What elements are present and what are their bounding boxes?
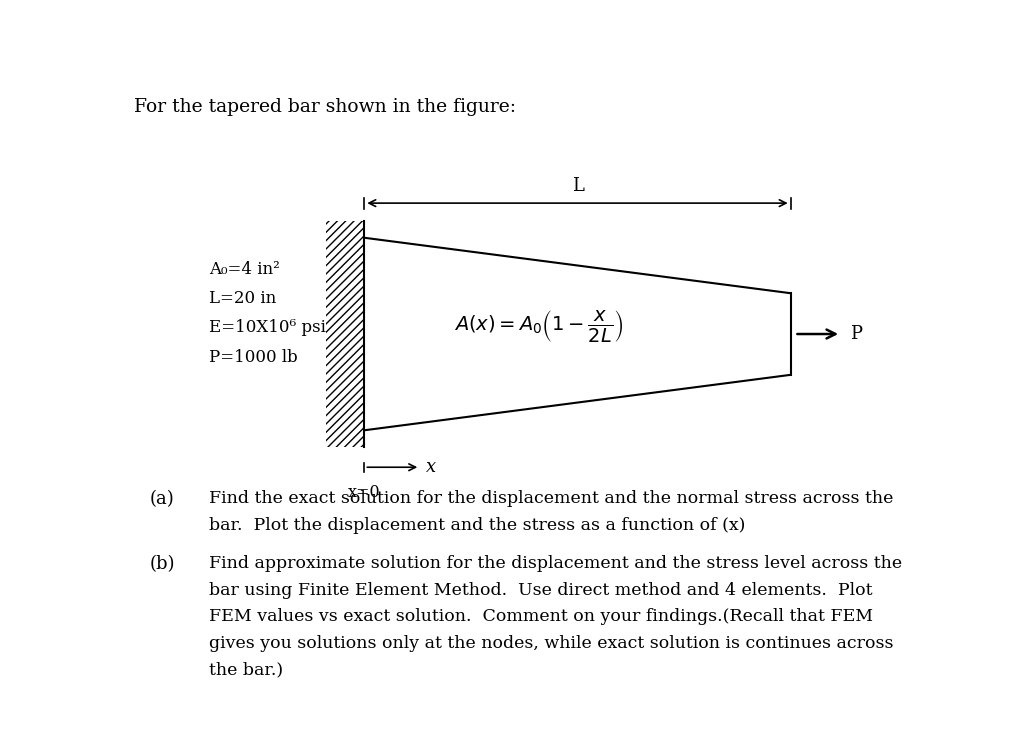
- Text: Find the exact solution for the displacement and the normal stress across the: Find the exact solution for the displace…: [209, 490, 894, 507]
- Text: x=0: x=0: [348, 484, 381, 502]
- Text: gives you solutions only at the nodes, while exact solution is continues across: gives you solutions only at the nodes, w…: [209, 635, 894, 652]
- Text: FEM values vs exact solution.  Comment on your findings.(Recall that FEM: FEM values vs exact solution. Comment on…: [209, 608, 873, 625]
- Bar: [326, 221, 365, 447]
- Text: E=10X10⁶ psi: E=10X10⁶ psi: [209, 319, 327, 337]
- Text: P=1000 lb: P=1000 lb: [209, 348, 298, 366]
- Text: A₀=4 in²: A₀=4 in²: [209, 261, 281, 278]
- Text: bar.  Plot the displacement and the stress as a function of (x): bar. Plot the displacement and the stres…: [209, 517, 745, 534]
- Text: bar using Finite Element Method.  Use direct method and 4 elements.  Plot: bar using Finite Element Method. Use dir…: [209, 582, 872, 599]
- Text: the bar.): the bar.): [209, 661, 284, 678]
- Text: x: x: [426, 458, 436, 476]
- Text: (b): (b): [150, 555, 175, 573]
- Text: $A(x) = A_0\left(1 - \dfrac{x}{2L}\right)$: $A(x) = A_0\left(1 - \dfrac{x}{2L}\right…: [454, 308, 624, 344]
- Text: L: L: [571, 178, 584, 195]
- Text: (a): (a): [150, 490, 174, 508]
- Text: L=20 in: L=20 in: [209, 290, 276, 307]
- Text: For the tapered bar shown in the figure:: For the tapered bar shown in the figure:: [134, 97, 516, 116]
- Text: P: P: [850, 325, 862, 343]
- Text: Find approximate solution for the displacement and the stress level across the: Find approximate solution for the displa…: [209, 555, 902, 572]
